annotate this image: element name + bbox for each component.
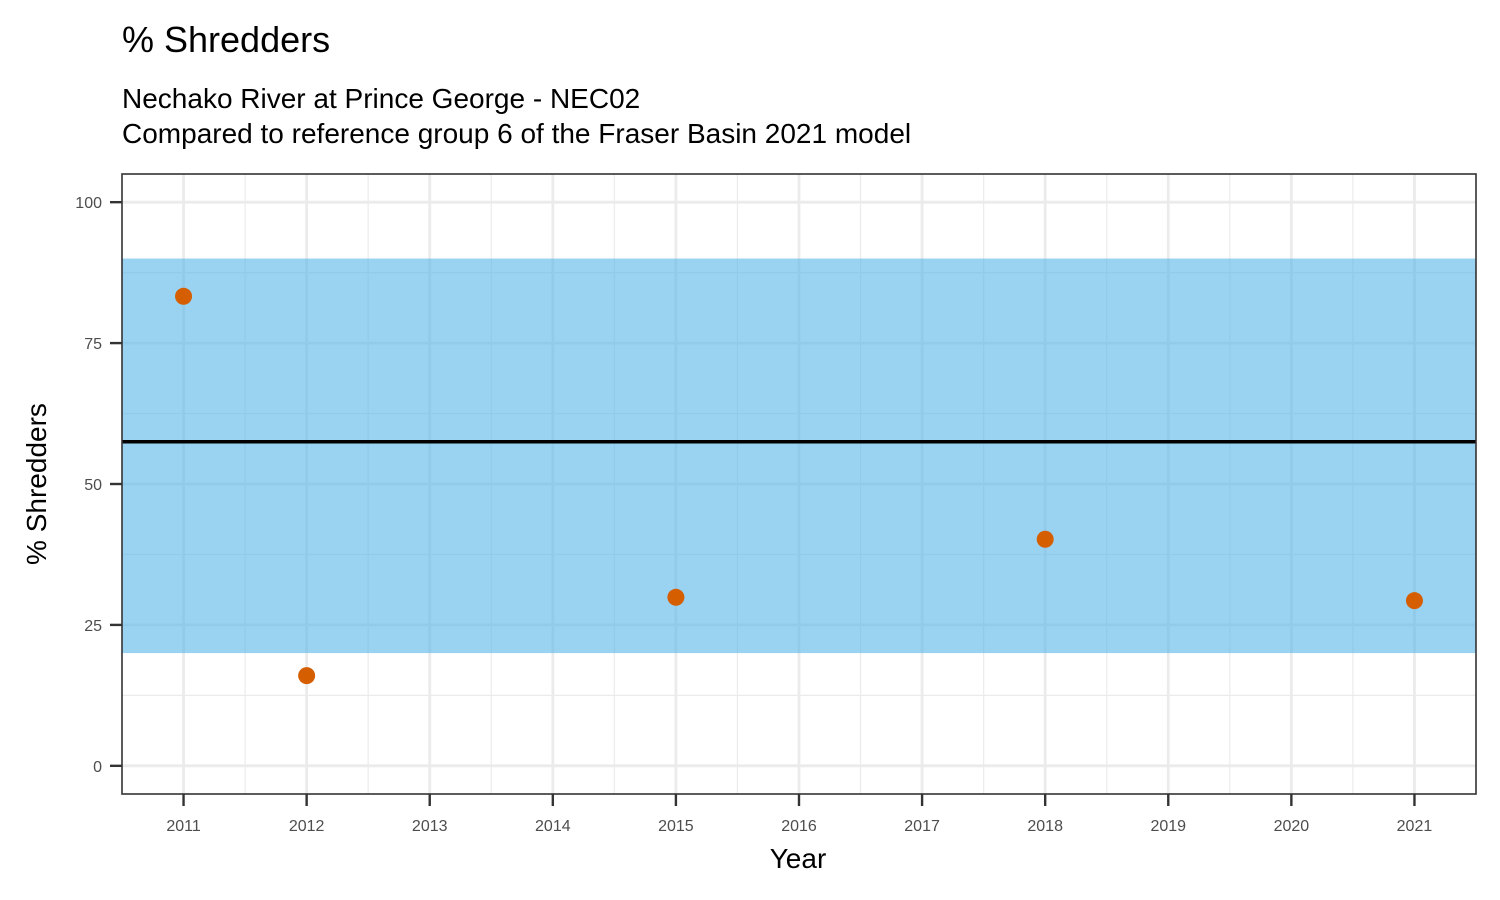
x-tick-label: 2018 (1027, 818, 1063, 835)
x-tick-label: 2013 (412, 818, 448, 835)
x-tick-label: 2019 (1150, 818, 1186, 835)
y-tick-label: 75 (84, 336, 102, 353)
reference-band (122, 258, 1476, 654)
y-tick-label: 25 (84, 618, 102, 635)
x-tick-label: 2011 (166, 818, 201, 835)
chart-subtitle-line-2: Compared to reference group 6 of the Fra… (122, 118, 911, 149)
x-tick-label: 2014 (535, 818, 571, 835)
x-tick-label: 2021 (1397, 818, 1433, 835)
data-point (1405, 592, 1423, 610)
chart-title: % Shredders (122, 19, 330, 60)
x-tick-label: 2020 (1274, 818, 1310, 835)
y-tick-label: 50 (84, 477, 102, 494)
data-point (175, 287, 193, 305)
y-axis-title: % Shredders (21, 403, 52, 565)
x-tick-label: 2012 (289, 818, 325, 835)
y-tick-label: 100 (75, 195, 102, 212)
data-point (667, 588, 685, 606)
x-tick-label: 2016 (781, 818, 817, 835)
chart-subtitle-line-1: Nechako River at Prince George - NEC02 (122, 83, 640, 114)
plot-panel: 0 25 50 75 100 2011 2012 2013 2014 2015 2016 2017 20… (75, 173, 1477, 835)
data-point (298, 667, 316, 685)
x-tick-label: 2015 (658, 818, 694, 835)
x-tick-label: 2017 (904, 818, 940, 835)
x-axis-title: Year (770, 843, 827, 874)
data-point (1036, 530, 1054, 548)
y-tick-label: 0 (93, 759, 102, 776)
